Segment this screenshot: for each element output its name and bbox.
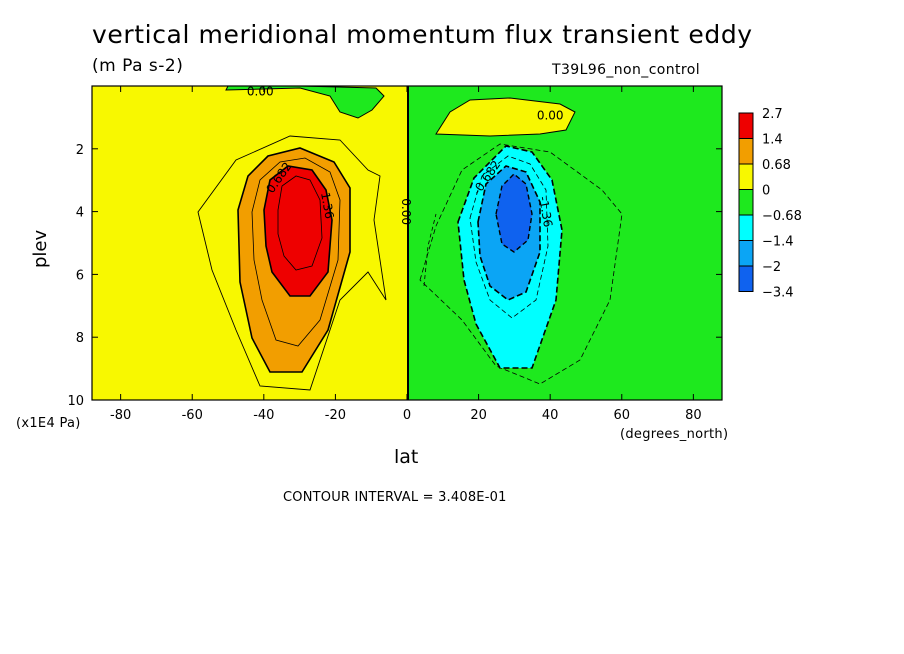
- x-tick-label: -40: [253, 408, 274, 423]
- top-left-negative-region: [225, 86, 385, 119]
- y-tick-label: 4: [76, 206, 84, 221]
- legend-color-box: [738, 138, 754, 165]
- y-axis-unit: (x1E4 Pa): [16, 416, 81, 431]
- legend-label: 2.7: [762, 107, 783, 122]
- contour-label: 0.00: [247, 85, 274, 99]
- y-tick-label: 6: [76, 268, 84, 283]
- x-tick-label: 40: [542, 408, 559, 423]
- x-axis-unit: (degrees_north): [620, 427, 729, 442]
- x-tick-label: 60: [613, 408, 630, 423]
- legend-label: −3.4: [762, 286, 794, 301]
- legend-label: −1.4: [762, 235, 794, 250]
- x-ticks: -80 -60 -40 -20 0 20 40 60 80: [110, 86, 702, 423]
- pos-fill-14: [263, 165, 333, 297]
- legend-label: 1.4: [762, 133, 783, 148]
- y-ticks: 2 4 6 8 10: [67, 143, 722, 409]
- legend-color-box: [738, 163, 754, 190]
- contour-label: 1.36: [318, 191, 336, 220]
- x-tick-label: -20: [325, 408, 346, 423]
- run-label: T39L96_non_control: [552, 62, 701, 78]
- neg-contour-1: [469, 155, 549, 319]
- top-right-positive-region: [435, 97, 576, 137]
- x-tick-label: 20: [470, 408, 487, 423]
- legend-label: −2: [762, 260, 781, 275]
- y-tick-label: 2: [76, 143, 84, 158]
- legend-label: −0.68: [762, 209, 802, 224]
- x-tick-label: -80: [110, 408, 131, 423]
- contour-label: 0.00: [399, 198, 413, 225]
- y-tick-label: 8: [76, 331, 84, 346]
- pos-contour-2: [277, 175, 323, 271]
- pos-contour-1: [251, 157, 341, 347]
- x-axis-label: lat: [394, 446, 419, 468]
- legend-color-box: [738, 214, 754, 241]
- x-tick-label: 80: [685, 408, 702, 423]
- contour-interval: CONTOUR INTERVAL = 3.408E-01: [283, 490, 507, 505]
- x-tick-label: -60: [182, 408, 203, 423]
- legend-color-box: [738, 240, 754, 267]
- colorbar-legend: 2.7 1.4 0.68 0 −0.68 −1.4 −2 −3.4: [738, 107, 802, 301]
- plot-area: [92, 86, 722, 400]
- legend-color-box: [738, 189, 754, 216]
- chart-units: (m Pa s-2): [92, 56, 184, 76]
- legend-color-box: [738, 112, 754, 139]
- x-tick-label: 0: [403, 408, 411, 423]
- chart-title: vertical meridional momentum flux transi…: [92, 20, 753, 49]
- legend-label: 0: [762, 184, 770, 199]
- contour-label: -1.36: [536, 195, 555, 228]
- pos-contour-outer: [197, 135, 387, 391]
- legend-label: 0.68: [762, 158, 791, 173]
- contour-label: 0.00: [537, 108, 564, 122]
- legend-color-box: [738, 265, 754, 292]
- neg-fill-2: [495, 173, 533, 253]
- y-tick-label: 10: [67, 394, 84, 409]
